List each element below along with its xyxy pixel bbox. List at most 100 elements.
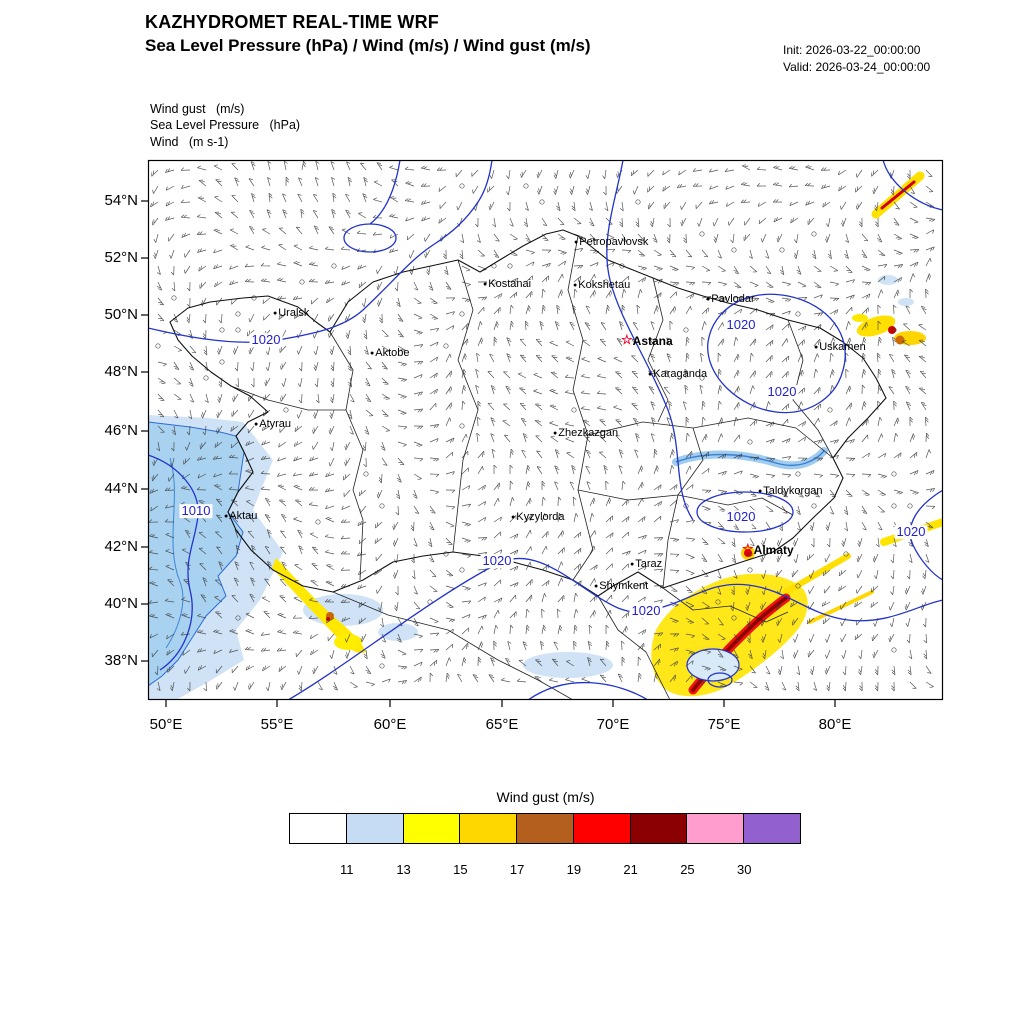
lon-tick-label: 80°E [818,716,852,733]
city-marker-petropavlovsk: ● Petropavlovsk [574,237,648,248]
pressure-label: 1020 [249,332,283,348]
city-marker-kostanai: ● Kostanai [483,279,531,290]
colorbar-cell [402,813,461,844]
city-label: Taldykorgan [763,485,823,497]
lon-tick-label: 75°E [707,716,741,733]
colorbar-cell [743,813,802,844]
city-marker-astana: ☆ Astana [621,332,673,348]
colorbar-tick-label: 21 [623,862,638,877]
dot-icon: ● [553,430,558,437]
city-label: Uralsk [278,307,310,319]
colorbar [289,813,802,844]
pressure-label: 1020 [724,509,758,525]
pressure-label: 1020 [765,384,799,400]
lat-tick-label: 40°N [104,595,138,612]
lat-tick-label: 50°N [104,306,138,323]
city-marker-aktobe: ● Aktobe [370,348,409,359]
lat-tick-label: 48°N [104,363,138,380]
legend-line-wind: Wind (m s-1) [150,134,229,149]
city-marker-pavlodar: ● Pavlodar [706,294,755,305]
dot-icon: ● [758,488,763,495]
region-borders [169,229,887,700]
pressure-label: 1020 [629,603,663,619]
dot-icon: ● [254,421,259,428]
page-subtitle: Sea Level Pressure (hPa) / Wind (m/s) / … [145,36,591,55]
lon-tick-label: 60°E [373,716,407,733]
axis-ticks [141,200,836,707]
colorbar-cell [572,813,631,844]
lat-tick-label: 54°N [104,192,138,209]
dot-icon: ● [511,514,516,521]
pressure-label: 1020 [894,524,928,540]
colorbar-cell [289,813,347,844]
lon-tick-label: 55°E [260,716,294,733]
legend-line-windgust: Wind gust (m/s) [150,102,245,116]
city-label: Kyzylorda [516,511,565,523]
city-marker-almaty: ☆ Almaty [742,541,794,557]
colorbar-tick-label: 11 [340,862,354,877]
map-frame [147,159,944,701]
country-outline [169,229,887,597]
lat-tick-label: 46°N [104,422,138,439]
city-label: Almaty [753,542,794,557]
city-label: Aktobe [375,347,410,359]
city-label: Kostanai [488,278,532,290]
dot-icon: ● [573,282,578,289]
city-marker-shymkent: ● Shymkent [594,581,648,592]
dot-icon: ● [648,371,653,378]
dot-icon: ● [273,310,278,317]
city-marker-aktau: ● Aktau [224,511,257,522]
lat-tick-label: 44°N [104,480,138,497]
star-icon: ☆ [742,541,754,556]
city-label: Pavlodar [711,293,755,305]
map-variable-legend: Wind gust (m/s) Sea Level Pressure (hPa)… [150,101,300,150]
colorbar-tick-label: 30 [736,862,752,877]
isobars [148,160,943,700]
colorbar-cell [629,813,688,844]
page-title: KAZHYDROMET REAL-TIME WRF [145,12,439,32]
lat-tick-label: 52°N [104,249,138,266]
colorbar-cell [459,813,518,844]
star-icon: ☆ [621,332,633,347]
dot-icon: ● [370,350,375,357]
city-label: Uskamen [819,341,866,353]
colorbar-tick-label: 13 [396,862,411,877]
run-times: Init: 2026-03-22_00:00:00 Valid: 2026-03… [783,42,930,76]
city-marker-uralsk: ● Uralsk [273,308,309,319]
city-marker-atyrau: ● Atyrau [254,419,291,430]
pressure-label: 1020 [724,317,758,333]
city-label: Zhezkazgan [558,427,619,439]
lon-tick-label: 70°E [596,716,630,733]
city-marker-karaganda: ● Karaganda [648,369,707,380]
lat-tick-label: 42°N [104,538,138,555]
dot-icon: ● [574,239,579,246]
dot-icon: ● [814,344,819,351]
city-marker-kyzylorda: ● Kyzylorda [511,512,565,523]
pressure-label: 1010 [179,503,213,519]
dot-icon: ● [483,281,488,288]
dot-icon: ● [630,561,635,568]
city-label: Atyrau [259,418,292,430]
city-label: Shymkent [599,580,649,592]
pressure-label: 1020 [480,553,514,569]
caspian-sea [148,421,245,687]
colorbar-cell [345,813,404,844]
city-label: Astana [632,333,673,348]
colorbar-title: Wind gust (m/s) [496,789,595,805]
dot-icon: ● [224,513,229,520]
city-label: Petropavlovsk [579,236,649,248]
colorbar-tick-label: 25 [680,862,695,877]
city-marker-kokshetau: ● Kokshetau [573,280,630,291]
city-label: Karaganda [653,368,708,380]
colorbar-cell [516,813,574,844]
city-marker-taldykorgan: ● Taldykorgan [758,486,823,497]
map-graphics [141,159,944,707]
lat-tick-label: 38°N [104,652,138,669]
lon-tick-label: 50°E [149,716,183,733]
dot-icon: ● [706,296,711,303]
colorbar-tick-label: 15 [453,862,468,877]
city-marker-taraz: ● Taraz [630,559,662,570]
colorbar-cell [686,813,745,844]
legend-line-slp: Sea Level Pressure (hPa) [150,118,301,133]
